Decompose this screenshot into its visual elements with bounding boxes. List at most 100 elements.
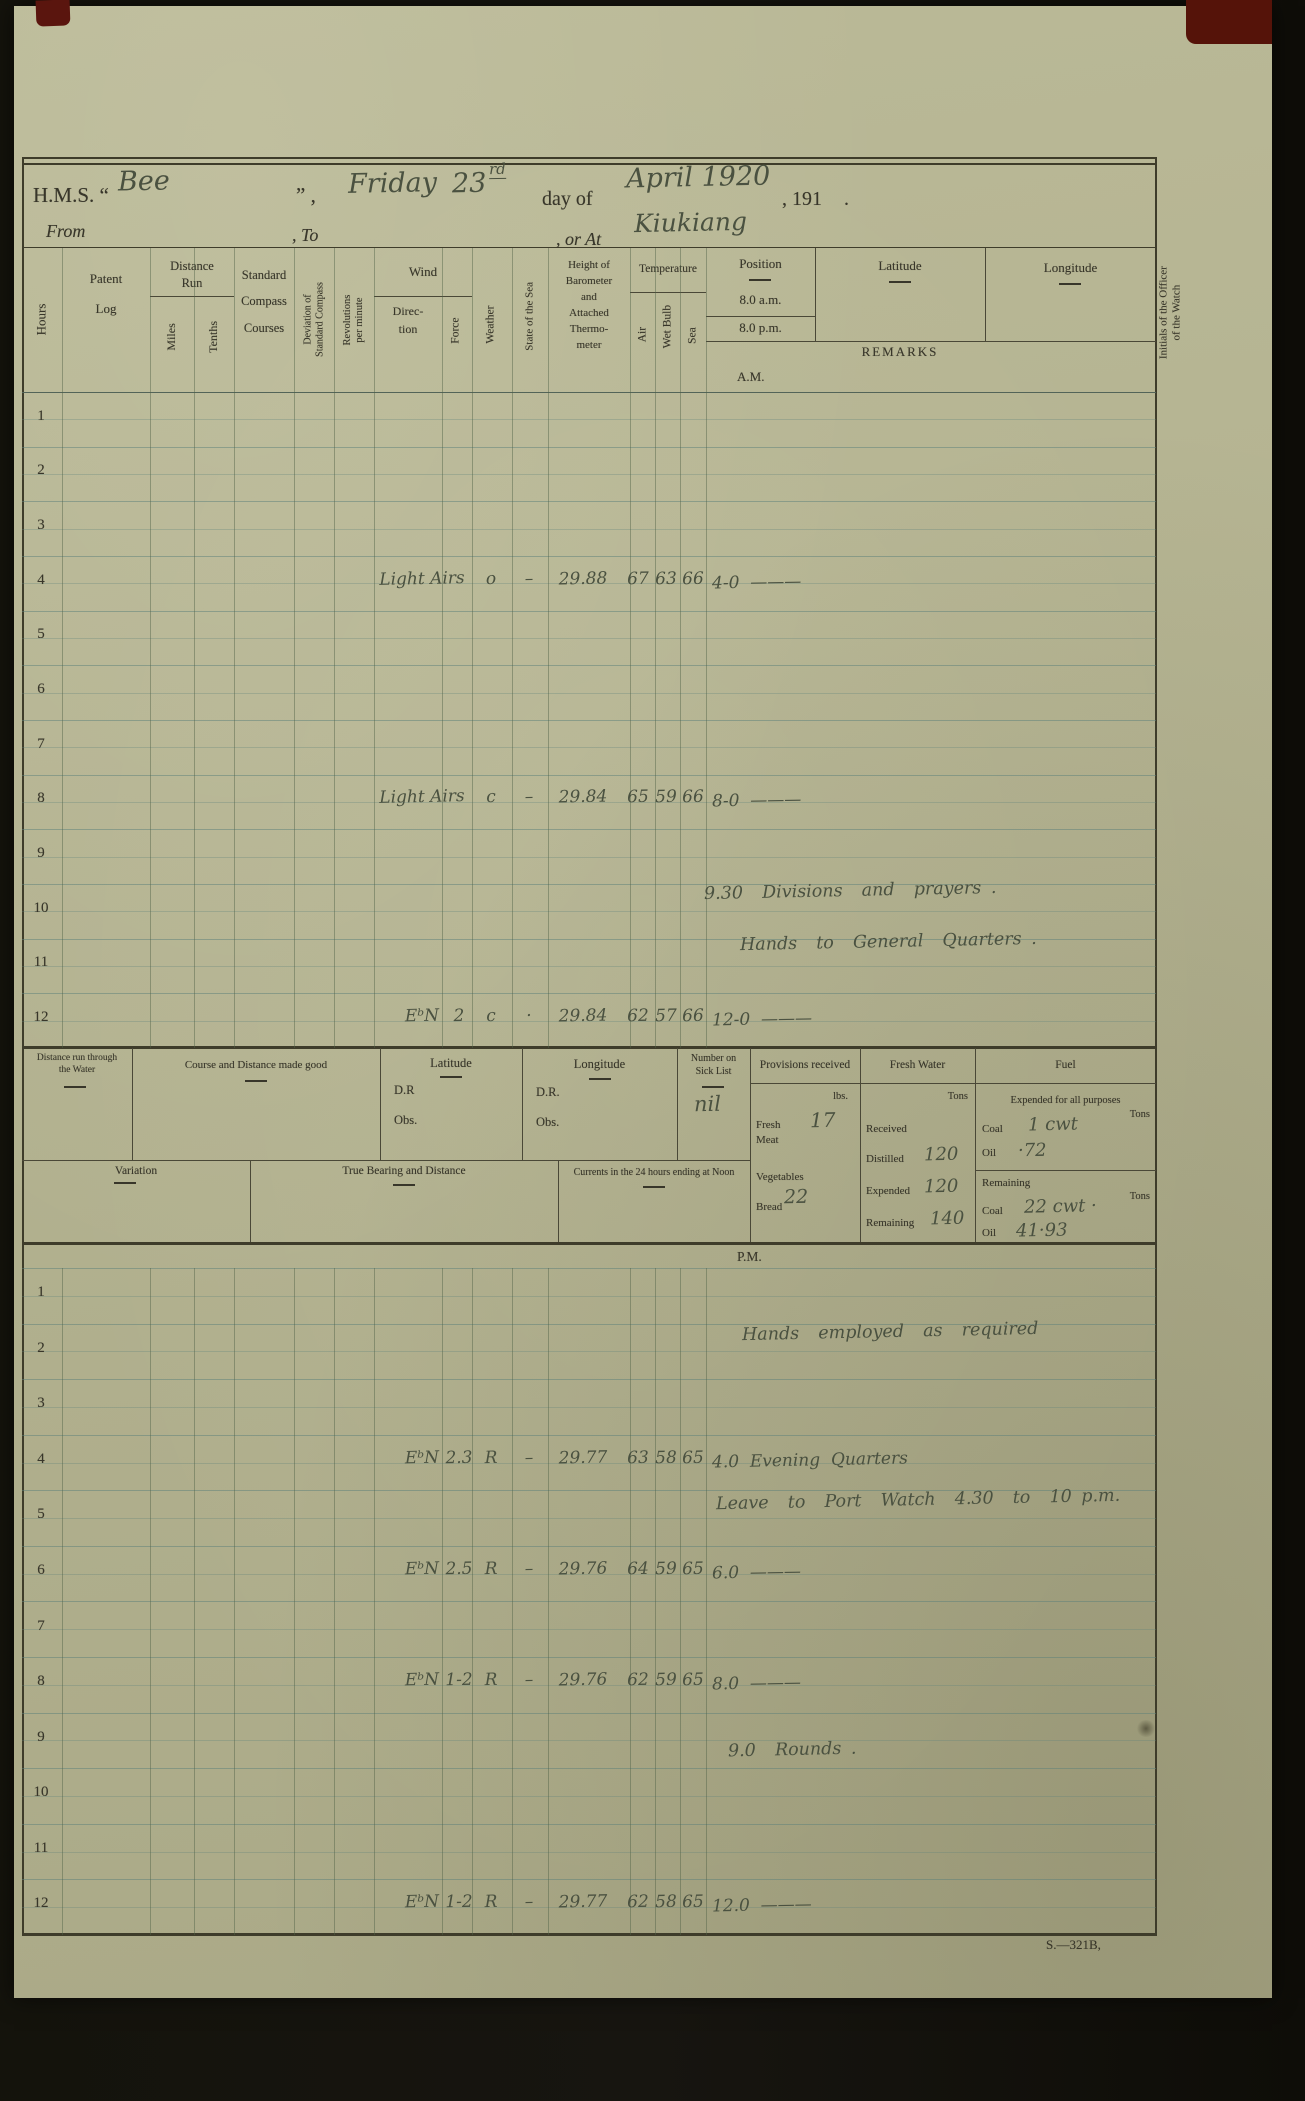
col-8am: 8.0 a.m. — [739, 292, 782, 307]
half-hour-line — [22, 911, 1156, 913]
column-line — [655, 1268, 656, 1935]
row-line — [22, 1823, 1156, 1825]
col-revolutions: Revolutions per minute — [341, 294, 365, 346]
wind-split — [374, 296, 472, 297]
hour-label: 7 — [37, 1617, 45, 1634]
distilled-value: 120 — [923, 1143, 959, 1166]
remaining-value: 140 — [929, 1207, 965, 1230]
half-hour-line — [22, 1740, 1156, 1742]
month-year-handwritten: April 1920 — [625, 160, 771, 195]
hour-label: 3 — [37, 516, 45, 533]
col-barometer: Height of Barometer and Attached Thermo-… — [565, 259, 613, 351]
noon-long-dr: D.R. — [536, 1085, 560, 1099]
entry-barometer: 29.84 — [558, 786, 608, 808]
noon-v3 — [522, 1048, 523, 1160]
coal-remaining-label: Coal — [982, 1205, 1003, 1217]
hour-label: 10 — [33, 1784, 49, 1801]
col-temperature: Temperature — [639, 263, 697, 275]
column-line — [150, 1268, 151, 1935]
noon-sick-list: Number on Sick List — [690, 1053, 737, 1077]
expended-value: 120 — [923, 1175, 959, 1198]
entry-sea-state: – — [524, 1892, 534, 1913]
coal-expended-value: 1 cwt — [1027, 1113, 1079, 1136]
header-column-line — [234, 248, 235, 392]
row-line — [22, 1657, 1156, 1659]
fuel-expended-header: Expended for all purposes — [1010, 1095, 1121, 1106]
received-label: Received — [866, 1123, 907, 1135]
row-line — [22, 501, 1156, 503]
column-line — [442, 1268, 443, 1935]
entry-weather: R — [484, 1892, 498, 1913]
initials-of-watch-officer: Initials of the Officer of the Watch — [1157, 266, 1182, 360]
half-hour-line — [22, 474, 1156, 475]
half-hour-line — [22, 419, 1156, 421]
col-sea-state: State of the Sea — [523, 281, 536, 351]
fuel-title: Fuel — [1055, 1059, 1076, 1071]
ink-blemish — [1136, 1720, 1156, 1737]
entry-weather: o — [485, 568, 497, 589]
oil-remaining-label: Oil — [982, 1227, 997, 1239]
header-column-line — [630, 248, 631, 392]
distance-water-dash — [64, 1086, 86, 1088]
header-divider — [22, 247, 1156, 248]
hour-label: 9 — [37, 844, 45, 861]
column-line — [234, 392, 235, 1048]
bread-value: 22 — [783, 1185, 809, 1209]
header-column-line — [194, 248, 195, 392]
entry-remark: 12.0 ——— — [711, 1894, 812, 1917]
header-remarks-line — [815, 248, 816, 341]
col-air: Air — [636, 326, 649, 343]
entry-remark: 6.0 ——— — [711, 1561, 802, 1584]
col-latitude: Latitude — [878, 258, 922, 273]
header-remarks-line — [985, 248, 986, 341]
column-line — [374, 1268, 375, 1935]
entry-remark: 12-0 ——— — [711, 1008, 813, 1031]
column-line — [472, 1268, 473, 1935]
column-line — [472, 392, 473, 1048]
provisions-unit: lbs. — [833, 1091, 848, 1102]
column-line — [512, 392, 513, 1048]
header-column-line — [150, 248, 151, 392]
header-column-line — [548, 248, 549, 392]
noon-v8 — [860, 1048, 861, 1242]
entry-sea: 65 — [681, 1447, 705, 1468]
row-line — [22, 665, 1156, 667]
column-line — [680, 392, 681, 1048]
header-column-line — [706, 248, 707, 392]
hour-label: 12 — [33, 1895, 49, 1912]
column-line — [294, 1268, 295, 1935]
year-print: , 191 — [782, 188, 822, 210]
hms-suffix: ” , — [296, 183, 316, 207]
noon-v6 — [558, 1160, 559, 1242]
hour-label: 5 — [37, 626, 45, 643]
fuel-title-underline — [975, 1083, 1156, 1084]
column-line — [62, 1268, 63, 1935]
entry-sea: 66 — [681, 787, 705, 808]
hour-label: 7 — [37, 735, 45, 752]
oil-remaining-value: 41·93 — [1015, 1219, 1068, 1242]
entry-barometer: 29.77 — [558, 1891, 608, 1913]
day-handwritten: 23 — [451, 167, 487, 200]
noon-mid-line — [22, 1160, 750, 1161]
header-column-line — [374, 248, 375, 392]
column-line — [548, 392, 549, 1048]
half-hour-line — [22, 583, 1156, 585]
noon-long-dash — [589, 1078, 611, 1080]
or-at-label: , or At — [556, 229, 602, 249]
vegetables-label: Vegetables — [756, 1171, 804, 1183]
column-line — [548, 1268, 549, 1935]
entry-sea-state: · — [526, 1005, 532, 1026]
noon-course-made-good: Course and Distance made good — [184, 1059, 328, 1071]
row-line — [22, 1490, 1156, 1492]
half-hour-line — [22, 1295, 1156, 1297]
entry-weather: R — [484, 1669, 498, 1691]
position-8am-split — [706, 316, 815, 317]
noon-bottom-border — [22, 1242, 1156, 1245]
row-line — [22, 1601, 1156, 1603]
hour-label: 6 — [37, 680, 45, 697]
col-distance-run: Distance Run — [170, 259, 214, 290]
provisions-title: Provisions received — [759, 1059, 851, 1071]
entry-remark: 4.0 Evening Quarters — [711, 1448, 909, 1473]
column-line — [334, 1268, 335, 1935]
